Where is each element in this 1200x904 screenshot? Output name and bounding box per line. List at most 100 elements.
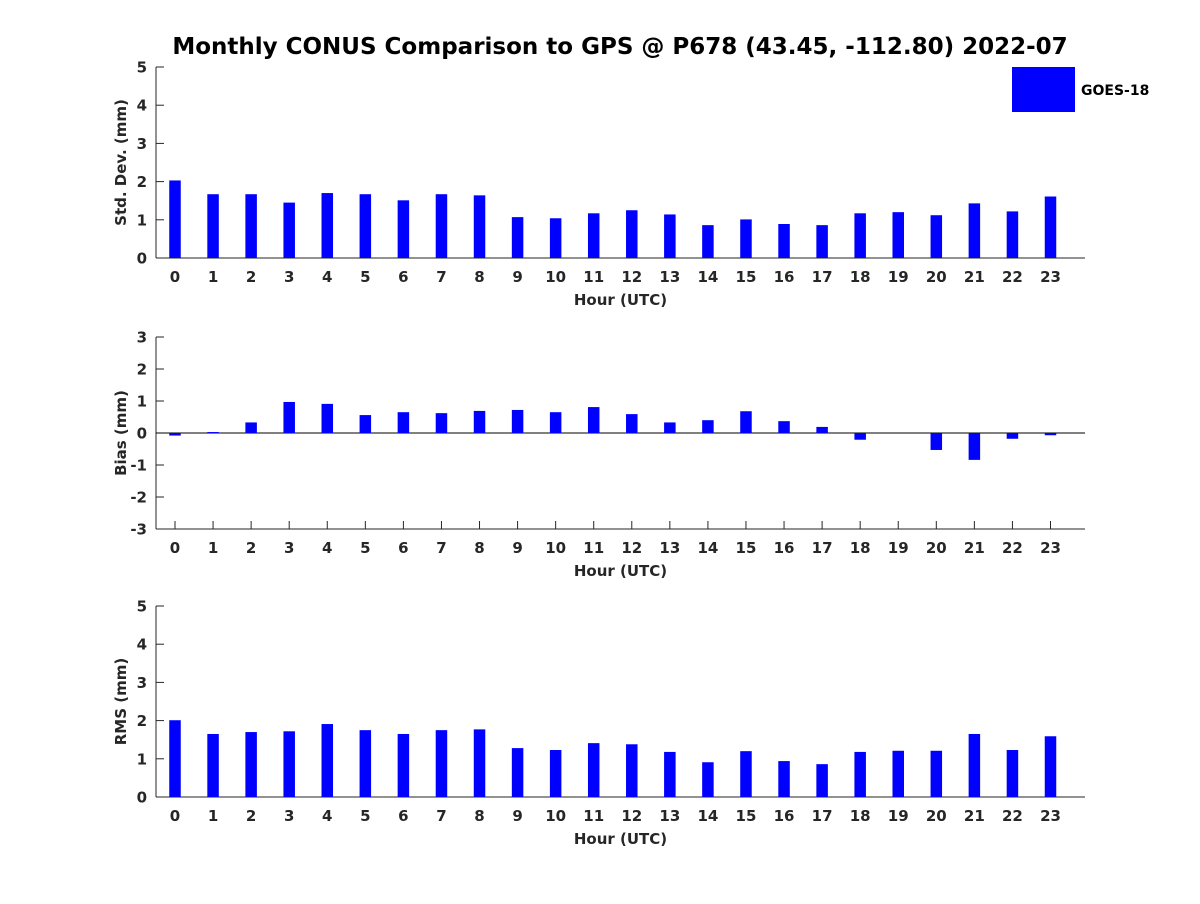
- bar-std-21: [968, 203, 981, 258]
- y-axis-label-std: Std. Dev. (mm): [112, 99, 130, 226]
- x-tick-label-bias: 15: [736, 539, 757, 557]
- y-tick-label-bias: -3: [130, 521, 147, 539]
- x-tick-label-rms: 22: [1002, 807, 1023, 825]
- bar-rms-14: [702, 762, 714, 797]
- x-tick-label-bias: 0: [170, 539, 180, 557]
- bar-bias-18: [854, 433, 866, 440]
- bar-rms-12: [626, 744, 638, 797]
- x-tick-label-std: 1: [208, 268, 218, 286]
- x-tick-label-rms: 23: [1040, 807, 1061, 825]
- y-axis-label-rms: RMS (mm): [112, 658, 130, 745]
- bar-std-3: [283, 202, 295, 258]
- x-tick-label-rms: 17: [812, 807, 833, 825]
- bar-rms-19: [892, 750, 904, 797]
- x-tick-label-bias: 7: [436, 539, 446, 557]
- bar-std-6: [397, 200, 410, 258]
- bar-rms-3: [283, 731, 295, 797]
- bar-bias-21: [968, 433, 981, 460]
- bar-bias-0: [169, 433, 181, 436]
- x-tick-label-rms: 21: [964, 807, 985, 825]
- bar-bias-1: [207, 432, 219, 433]
- bar-std-2: [245, 194, 257, 258]
- x-tick-label-std: 8: [474, 268, 484, 286]
- bar-rms-11: [587, 743, 600, 797]
- bar-rms-21: [968, 733, 981, 797]
- x-tick-label-bias: 6: [398, 539, 408, 557]
- x-tick-label-std: 7: [436, 268, 446, 286]
- x-tick-label-std: 20: [926, 268, 947, 286]
- x-tick-label-rms: 2: [246, 807, 256, 825]
- x-tick-label-std: 9: [512, 268, 522, 286]
- x-tick-label-rms: 5: [360, 807, 370, 825]
- bar-rms-15: [740, 751, 752, 797]
- bar-bias-22: [1006, 433, 1019, 439]
- bar-std-13: [664, 214, 676, 258]
- y-tick-label-bias: 0: [137, 425, 147, 443]
- x-axis-label-std: Hour (UTC): [574, 291, 667, 309]
- bar-std-1: [207, 194, 219, 258]
- chart-title: Monthly CONUS Comparison to GPS @ P678 (…: [172, 34, 1067, 60]
- bar-rms-8: [473, 729, 486, 797]
- y-tick-label-rms: 4: [137, 636, 147, 654]
- x-tick-label-bias: 10: [545, 539, 566, 557]
- y-tick-label-std: 2: [137, 173, 147, 191]
- x-tick-label-std: 23: [1040, 268, 1061, 286]
- x-tick-label-bias: 5: [360, 539, 370, 557]
- bar-rms-5: [359, 730, 372, 797]
- x-tick-label-std: 5: [360, 268, 370, 286]
- x-tick-label-bias: 12: [621, 539, 642, 557]
- y-tick-label-bias: -2: [130, 489, 147, 507]
- x-tick-label-std: 0: [170, 268, 180, 286]
- x-tick-label-std: 10: [545, 268, 566, 286]
- bar-rms-18: [854, 751, 866, 797]
- x-tick-label-bias: 17: [812, 539, 833, 557]
- bar-rms-4: [321, 724, 334, 797]
- bar-bias-13: [664, 422, 676, 433]
- x-tick-label-rms: 9: [512, 807, 522, 825]
- bar-std-11: [587, 213, 600, 258]
- y-tick-label-bias: 1: [137, 393, 147, 411]
- x-tick-label-rms: 7: [436, 807, 446, 825]
- x-tick-label-bias: 8: [474, 539, 484, 557]
- x-tick-label-std: 2: [246, 268, 256, 286]
- bar-rms-2: [245, 732, 257, 797]
- bar-std-15: [740, 219, 752, 258]
- bar-rms-20: [930, 750, 943, 797]
- x-tick-label-bias: 18: [850, 539, 871, 557]
- bar-rms-9: [511, 748, 524, 797]
- bar-rms-7: [435, 730, 448, 797]
- x-tick-label-bias: 4: [322, 539, 332, 557]
- x-tick-label-bias: 21: [964, 539, 985, 557]
- bar-bias-20: [930, 433, 943, 450]
- bar-std-19: [892, 212, 904, 258]
- x-tick-label-rms: 20: [926, 807, 947, 825]
- x-tick-label-rms: 11: [583, 807, 604, 825]
- y-tick-label-std: 5: [137, 59, 147, 77]
- bar-bias-14: [702, 420, 714, 433]
- x-tick-label-std: 11: [583, 268, 604, 286]
- bar-rms-10: [549, 750, 562, 797]
- bar-bias-8: [473, 410, 486, 433]
- x-tick-label-std: 6: [398, 268, 408, 286]
- y-tick-label-rms: 5: [137, 598, 147, 616]
- x-tick-label-rms: 13: [659, 807, 680, 825]
- bar-bias-11: [587, 407, 600, 433]
- x-tick-label-rms: 1: [208, 807, 218, 825]
- bar-bias-3: [283, 401, 295, 433]
- x-tick-label-rms: 16: [774, 807, 795, 825]
- x-tick-label-rms: 18: [850, 807, 871, 825]
- bar-bias-9: [511, 409, 524, 433]
- x-tick-label-std: 12: [621, 268, 642, 286]
- x-tick-label-bias: 1: [208, 539, 218, 557]
- x-tick-label-bias: 3: [284, 539, 294, 557]
- bar-std-12: [626, 210, 638, 258]
- y-axis-label-bias: Bias (mm): [112, 390, 130, 476]
- bar-std-4: [321, 193, 334, 258]
- x-tick-label-std: 15: [736, 268, 757, 286]
- bar-std-18: [854, 213, 866, 258]
- x-tick-label-bias: 13: [659, 539, 680, 557]
- x-tick-label-rms: 0: [170, 807, 180, 825]
- bar-std-0: [169, 180, 181, 258]
- y-tick-label-bias: 2: [137, 361, 147, 379]
